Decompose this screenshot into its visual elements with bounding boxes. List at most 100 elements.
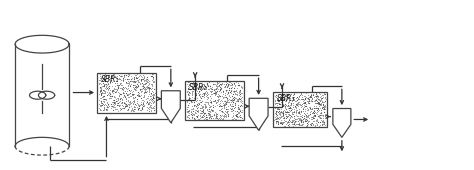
- Point: [237, 109, 244, 112]
- Point: [297, 93, 304, 96]
- Point: [274, 108, 282, 110]
- Point: [100, 75, 108, 78]
- Point: [199, 109, 207, 111]
- Point: [118, 93, 125, 96]
- Point: [98, 75, 106, 77]
- Point: [141, 105, 148, 107]
- Point: [320, 107, 328, 109]
- Bar: [273, 92, 327, 127]
- Point: [119, 105, 127, 107]
- Point: [283, 100, 290, 102]
- Point: [294, 101, 301, 104]
- Point: [183, 90, 191, 92]
- Point: [304, 94, 311, 97]
- Point: [200, 104, 207, 107]
- Point: [293, 99, 301, 101]
- Point: [128, 93, 136, 96]
- Point: [188, 81, 195, 84]
- Point: [146, 87, 154, 90]
- Point: [319, 123, 326, 126]
- Point: [310, 116, 317, 119]
- Point: [150, 109, 157, 112]
- Point: [147, 106, 155, 109]
- Point: [150, 94, 158, 97]
- Point: [106, 82, 113, 85]
- Point: [203, 117, 211, 120]
- Point: [188, 92, 196, 95]
- Point: [233, 116, 241, 119]
- Point: [306, 106, 314, 108]
- Point: [145, 82, 153, 85]
- Point: [145, 91, 153, 94]
- Point: [140, 104, 147, 107]
- Point: [140, 79, 147, 82]
- Point: [206, 87, 213, 90]
- Point: [274, 98, 282, 101]
- Point: [131, 96, 138, 98]
- Point: [221, 99, 228, 102]
- Point: [95, 102, 103, 105]
- Point: [319, 106, 327, 108]
- Point: [100, 98, 107, 101]
- Point: [307, 93, 315, 95]
- Point: [280, 96, 287, 99]
- Point: [314, 121, 321, 124]
- Point: [200, 93, 208, 96]
- Point: [316, 99, 323, 101]
- Point: [277, 122, 285, 125]
- Point: [271, 98, 279, 101]
- Point: [319, 93, 327, 96]
- Point: [302, 118, 310, 120]
- Point: [125, 73, 132, 76]
- Point: [209, 90, 216, 92]
- Point: [285, 122, 292, 125]
- Point: [232, 90, 240, 92]
- Point: [288, 110, 295, 113]
- Point: [236, 93, 244, 96]
- Point: [238, 105, 246, 107]
- Point: [301, 118, 309, 121]
- Point: [296, 117, 304, 120]
- Point: [218, 114, 225, 117]
- Point: [202, 117, 210, 120]
- Point: [227, 87, 235, 90]
- Point: [134, 108, 142, 110]
- Point: [197, 104, 205, 106]
- Point: [150, 101, 158, 104]
- Point: [98, 91, 105, 94]
- Point: [236, 93, 243, 96]
- Point: [115, 104, 122, 107]
- Point: [278, 94, 285, 97]
- Point: [279, 111, 287, 114]
- Point: [151, 91, 158, 94]
- Point: [101, 92, 109, 95]
- Point: [236, 90, 243, 93]
- Point: [146, 105, 153, 108]
- Point: [187, 87, 194, 90]
- Point: [228, 110, 235, 113]
- Point: [226, 106, 234, 109]
- Point: [204, 96, 211, 99]
- Point: [201, 91, 209, 94]
- Point: [103, 94, 110, 96]
- Point: [236, 90, 243, 92]
- Point: [235, 110, 242, 113]
- Point: [222, 108, 230, 110]
- Point: [292, 112, 300, 114]
- Point: [207, 84, 214, 87]
- Point: [301, 103, 308, 106]
- Polygon shape: [333, 108, 351, 137]
- Point: [119, 79, 127, 81]
- Point: [234, 81, 242, 84]
- Point: [110, 102, 118, 104]
- Point: [195, 99, 203, 101]
- Point: [100, 95, 108, 98]
- Point: [228, 82, 236, 85]
- Point: [320, 106, 328, 108]
- Point: [276, 116, 284, 118]
- Point: [105, 75, 113, 78]
- Point: [105, 97, 113, 100]
- Point: [139, 96, 146, 99]
- Point: [234, 108, 242, 110]
- Point: [207, 105, 214, 108]
